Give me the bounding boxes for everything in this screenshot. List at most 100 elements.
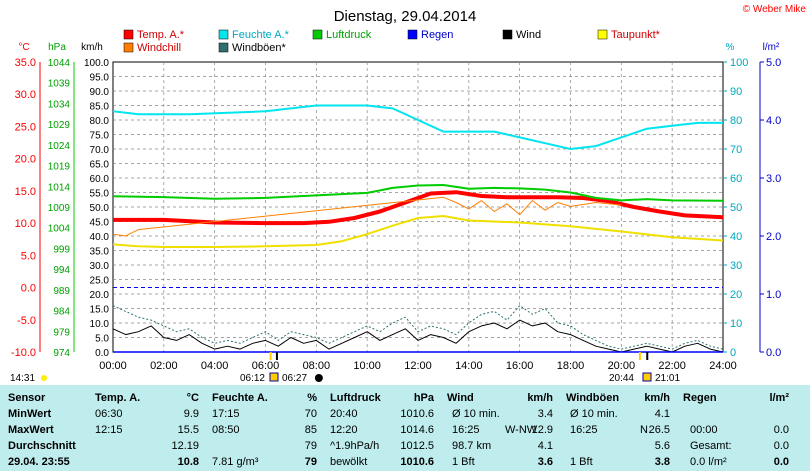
time-tick-label: 08:00 bbox=[303, 360, 331, 372]
temp-tick-label: 0.0 bbox=[21, 283, 36, 295]
press-tick-label: 1044 bbox=[48, 58, 71, 69]
table-header: km/h bbox=[527, 392, 553, 404]
series-line-4 bbox=[112, 215, 724, 248]
table-header: Wind bbox=[447, 392, 474, 404]
wind-tick-label: 55.0 bbox=[90, 189, 110, 200]
humidity-tick-label: 100 bbox=[730, 57, 748, 69]
wind-tick-label: 75.0 bbox=[90, 131, 110, 142]
gust-value: 5.6 bbox=[654, 440, 670, 452]
press-tick-label: 1034 bbox=[48, 99, 71, 110]
series-line-6 bbox=[112, 305, 724, 350]
press-unit-label: hPa bbox=[48, 42, 66, 53]
press-tick-label: 999 bbox=[53, 244, 70, 255]
press-value: 1014.6 bbox=[400, 424, 434, 436]
rain-desc: 0.0 l/m² bbox=[690, 456, 727, 468]
series-line-1 bbox=[112, 196, 622, 237]
table-header: Windböen bbox=[566, 392, 620, 404]
time-tick-label: 16:00 bbox=[506, 360, 534, 372]
press-tick-label: 994 bbox=[53, 265, 70, 276]
press-value: 1010.6 bbox=[400, 456, 434, 468]
legend-label-2: Luftdruck bbox=[326, 29, 372, 41]
moon-icon bbox=[314, 374, 323, 382]
wind-desc: 98.7 km bbox=[452, 440, 492, 452]
rain-value: 0.0 bbox=[773, 440, 789, 452]
humidity-tick-label: 40 bbox=[730, 231, 742, 243]
rain-desc: Gesamt: bbox=[690, 440, 732, 452]
sunset-label: 20:44 bbox=[609, 373, 634, 384]
press-tick-label: 1039 bbox=[48, 79, 71, 90]
hum-value: 70 bbox=[304, 408, 317, 420]
temp-tick-label: 30.0 bbox=[15, 89, 36, 101]
sun-icon bbox=[41, 375, 47, 381]
sunrise-label: 06:12 bbox=[240, 373, 265, 384]
table-header: °C bbox=[186, 392, 199, 404]
weather-chart: Dienstag, 29.04.2014 © Weber Mike Temp. … bbox=[10, 4, 806, 384]
press-tick-label: 1024 bbox=[48, 141, 71, 152]
wind-tick-label: 80.0 bbox=[90, 116, 110, 127]
press-tick-label: 984 bbox=[53, 307, 70, 318]
press-tick-label: 989 bbox=[53, 286, 70, 297]
hum-value: 79 bbox=[304, 456, 317, 468]
press-tick-label: 979 bbox=[53, 327, 70, 338]
temp-tick-label: 35.0 bbox=[15, 57, 36, 69]
row-label: 29.04. 23:55 bbox=[8, 456, 70, 468]
moonset-label: 21:01 bbox=[655, 373, 680, 384]
gust-value: 3.8 bbox=[654, 456, 670, 468]
temp-unit-label: °C bbox=[18, 42, 29, 53]
legend-swatch-6 bbox=[123, 42, 134, 53]
table-header: % bbox=[307, 392, 317, 404]
press-time: 20:40 bbox=[330, 408, 358, 420]
series-line-3 bbox=[112, 184, 724, 202]
time-tick-label: 24:00 bbox=[709, 360, 737, 372]
wind-tick-label: 90.0 bbox=[90, 87, 110, 98]
gust-desc: Ø 10 min. bbox=[570, 408, 618, 420]
humidity-tick-label: 90 bbox=[730, 86, 742, 98]
moonrise-label: 06:27 bbox=[282, 373, 307, 384]
press-tick-label: 1009 bbox=[48, 203, 71, 214]
humidity-tick-label: 30 bbox=[730, 260, 742, 272]
wind-value: 3.4 bbox=[537, 408, 553, 420]
time-tick-label: 04:00 bbox=[201, 360, 229, 372]
gust-dir: N bbox=[640, 424, 648, 436]
time-tick-label: 06:00 bbox=[252, 360, 280, 372]
humidity-tick-label: 0 bbox=[730, 347, 736, 359]
legend-label-7: Windböen* bbox=[232, 42, 287, 54]
time-tick-label: 20:00 bbox=[608, 360, 636, 372]
temp-value: 15.5 bbox=[177, 424, 199, 436]
rain-unit-label: l/m² bbox=[763, 42, 780, 53]
legend-label-5: Taupunkt* bbox=[611, 29, 661, 41]
time-tick-label: 00:00 bbox=[99, 360, 127, 372]
legend-swatch-4 bbox=[502, 29, 513, 40]
humidity-tick-label: 50 bbox=[730, 202, 742, 214]
temp-value: 10.8 bbox=[177, 456, 199, 468]
press-tick-label: 974 bbox=[53, 348, 70, 359]
legend-swatch-7 bbox=[218, 42, 229, 53]
humidity-tick-label: 20 bbox=[730, 289, 742, 301]
wind-tick-label: 30.0 bbox=[90, 261, 110, 272]
wind-tick-label: 50.0 bbox=[90, 203, 110, 214]
wind-tick-label: 35.0 bbox=[90, 247, 110, 258]
wind-desc: 16:25 bbox=[452, 424, 480, 436]
gust-desc: 16:25 bbox=[570, 424, 598, 436]
press-tick-label: 1029 bbox=[48, 120, 71, 131]
table-header: Luftdruck bbox=[330, 392, 381, 404]
gust-value: 4.1 bbox=[654, 408, 670, 420]
time-tick-label: 10:00 bbox=[353, 360, 381, 372]
time-tick-label: 12:00 bbox=[404, 360, 432, 372]
table-header: Sensor bbox=[8, 392, 46, 404]
table-header: Regen bbox=[683, 392, 717, 404]
time-tick-label: 02:00 bbox=[150, 360, 178, 372]
wind-tick-label: 95.0 bbox=[90, 73, 110, 84]
hum-time: 17:15 bbox=[212, 408, 240, 420]
rain-desc: 00:00 bbox=[690, 424, 718, 436]
time-tick-label: 18:00 bbox=[557, 360, 585, 372]
rain-tick-label: 2.0 bbox=[766, 231, 781, 243]
sun-down-icon bbox=[642, 372, 652, 382]
temp-tick-label: -10.0 bbox=[11, 347, 36, 359]
legend-label-0: Temp. A.* bbox=[137, 29, 185, 41]
wind-desc: 1 Bft bbox=[452, 456, 475, 468]
press-value: 1012.5 bbox=[400, 440, 434, 452]
temp-tick-label: 20.0 bbox=[15, 154, 36, 166]
temp-tick-label: 5.0 bbox=[21, 250, 36, 262]
rain-value: 0.0 bbox=[773, 424, 789, 436]
